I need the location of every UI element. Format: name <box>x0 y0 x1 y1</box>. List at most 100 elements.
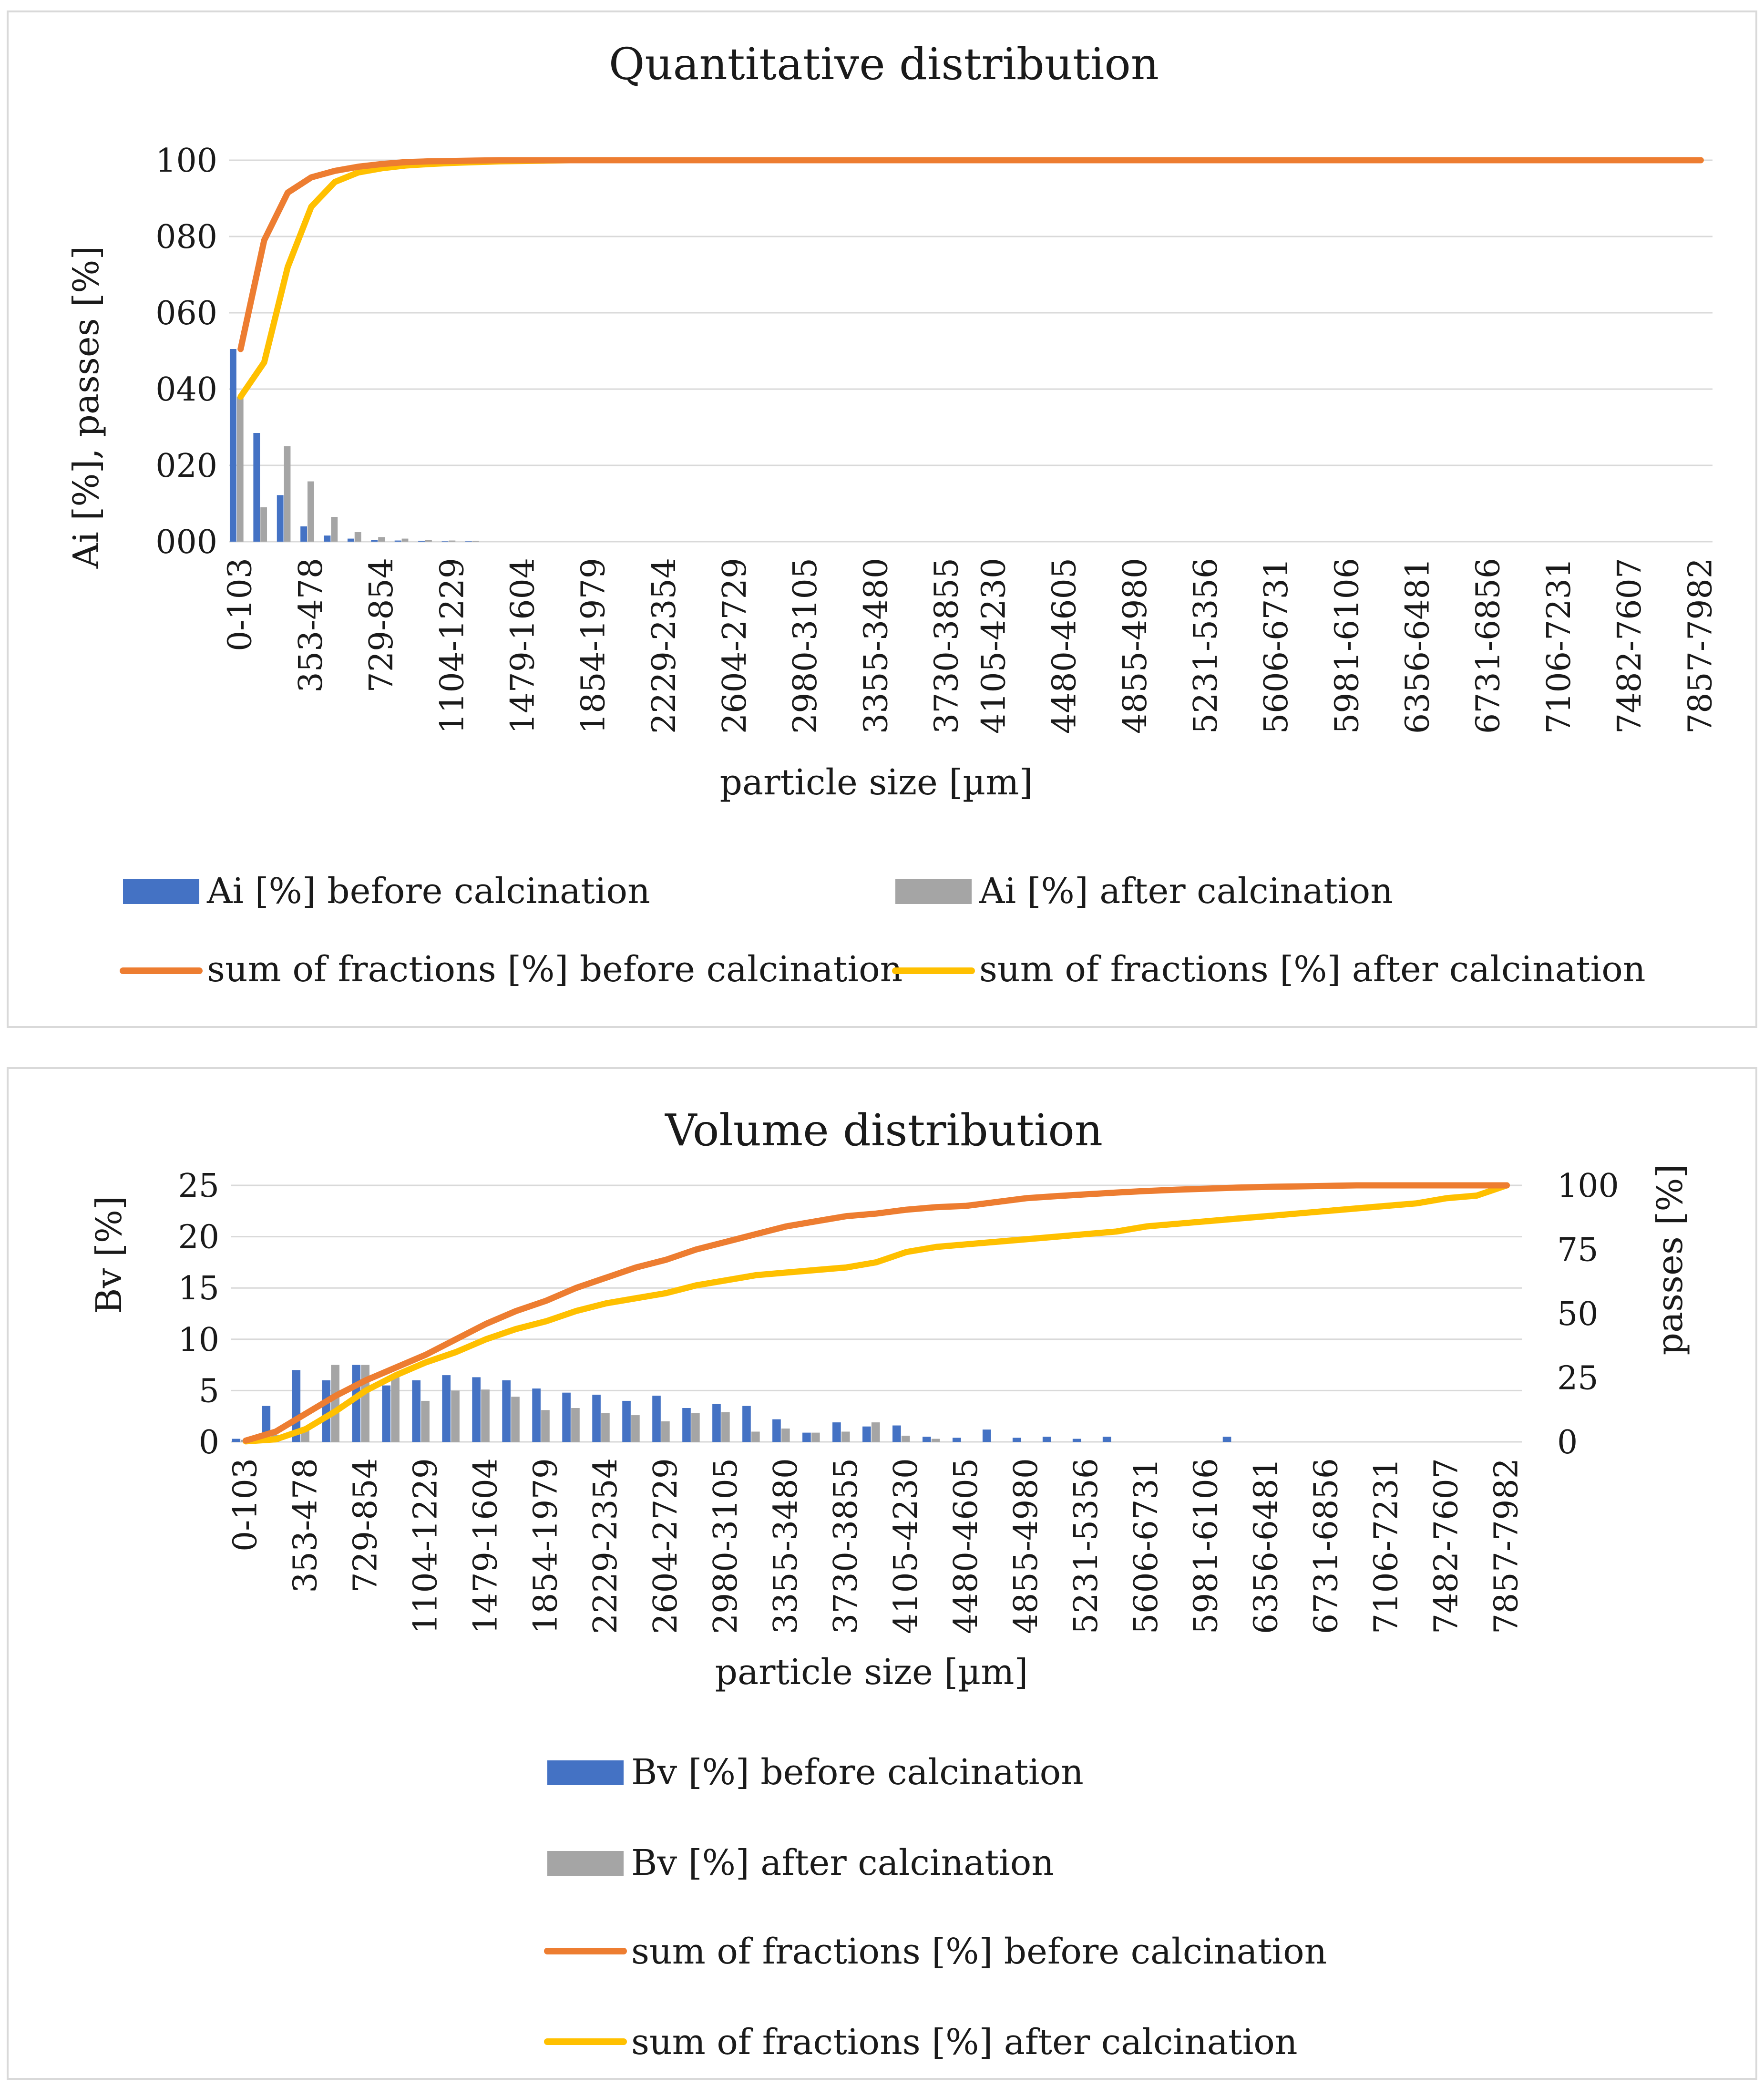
bar-before <box>322 1380 331 1442</box>
bar-before <box>892 1425 901 1442</box>
legend-label: sum of fractions [%] after calcination <box>979 949 1645 990</box>
x-tick-label: 3730-3855 <box>827 1458 865 1634</box>
x-tick-label: 3355-3480 <box>767 1458 805 1634</box>
bar-after <box>631 1415 640 1442</box>
bar-after <box>811 1432 820 1442</box>
bar-before <box>982 1429 991 1442</box>
legend-label: sum of fractions [%] before calcination <box>207 949 903 990</box>
y-tick-label: 100 <box>155 142 217 180</box>
x-tick-label: 7106-7231 <box>1368 1458 1405 1634</box>
chart-title: Volume distribution <box>665 1105 1103 1156</box>
bar-after <box>331 517 338 542</box>
legend-swatch-before-bar <box>123 879 199 904</box>
bar-after <box>721 1412 730 1442</box>
bar-before <box>382 1385 391 1442</box>
bar-after <box>661 1421 670 1442</box>
x-tick-label: 1854-1979 <box>575 558 613 734</box>
bar-after <box>871 1422 880 1442</box>
y-tick-label: 15 <box>178 1270 219 1307</box>
bar-before <box>1042 1437 1051 1442</box>
bar-before <box>394 540 401 542</box>
bar-after <box>901 1436 910 1442</box>
x-axis-title: particle size [µm] <box>720 762 1033 803</box>
bar-before <box>832 1422 841 1442</box>
quantitative-chart: Quantitative distribution Ai [%], passes… <box>66 39 1719 990</box>
x-tick-label: 5981-6106 <box>1188 1458 1225 1634</box>
bar-before <box>742 1406 751 1442</box>
x-tick-label: 5981-6106 <box>1328 558 1366 734</box>
x-tick-label: 1104-1229 <box>407 1458 444 1634</box>
bar-before <box>652 1396 661 1442</box>
chart-title: Quantitative distribution <box>609 39 1159 90</box>
legend-label: Ai [%] before calcination <box>206 871 650 912</box>
bar-after <box>260 507 267 542</box>
bar-before <box>277 495 284 542</box>
legend-label: sum of fractions [%] after calcination <box>631 2022 1297 2063</box>
legend: Ai [%] before calcination Ai [%] after c… <box>120 871 1645 990</box>
bar-after <box>601 1413 610 1442</box>
bar-before <box>1222 1437 1231 1442</box>
y-axis-title: Ai [%], passes [%] <box>66 246 107 569</box>
x-tick-label: 5606-6731 <box>1128 1458 1165 1634</box>
quantitative-chart-panel: Quantitative distribution Ai [%], passes… <box>7 10 1757 1028</box>
bar-before <box>802 1432 811 1442</box>
bar-after <box>236 397 244 542</box>
bar-after <box>931 1439 940 1442</box>
bar-before <box>562 1392 571 1442</box>
y-tick-label: 20 <box>178 1219 219 1256</box>
bar-before <box>1072 1439 1081 1442</box>
x-tick-label: 7482-7607 <box>1611 558 1649 734</box>
bar-before <box>622 1400 631 1442</box>
bar-after <box>841 1431 850 1442</box>
x-tick-label: 4855-4980 <box>1007 1458 1045 1634</box>
x-tick-label: 7857-7982 <box>1488 1458 1526 1634</box>
y2-tick-label: 0 <box>1557 1424 1578 1461</box>
volume-chart-panel: Volume distribution Bv [%] passes [%] pa… <box>7 1067 1757 2080</box>
bar-before <box>502 1380 511 1442</box>
bar-before <box>862 1426 871 1442</box>
bar-before <box>441 541 449 542</box>
x-tick-label: 3730-3855 <box>928 558 966 734</box>
y2-tick-label: 50 <box>1557 1295 1599 1333</box>
x-tick-label: 4480-4605 <box>1046 558 1084 734</box>
line-after <box>243 1182 1510 1445</box>
x-tick-label: 6356-6481 <box>1399 558 1437 734</box>
y-tick-label: 0 <box>199 1424 219 1461</box>
bar-after <box>401 538 409 542</box>
x-tick-label: 7482-7607 <box>1428 1458 1466 1634</box>
x-tick-label: 7106-7231 <box>1540 558 1578 734</box>
x-tick-label: 2980-3105 <box>707 1458 745 1634</box>
bar-after <box>781 1429 790 1442</box>
x-tick-label: 2229-2354 <box>587 1458 625 1634</box>
x-tick-label: 4105-4230 <box>975 558 1013 734</box>
bar-after <box>541 1410 550 1442</box>
bar-before <box>592 1395 601 1442</box>
bar-after <box>751 1431 760 1442</box>
bar-after <box>354 532 361 542</box>
x-tick-label: 5606-6731 <box>1258 558 1295 734</box>
x-tick-label: 0-103 <box>227 1458 265 1552</box>
bar-after <box>571 1408 580 1442</box>
legend-label: Bv [%] before calcination <box>631 1752 1084 1793</box>
x-tick-label: 4105-4230 <box>887 1458 925 1634</box>
bar-before <box>465 541 472 542</box>
y2-tick-label: 25 <box>1557 1360 1599 1398</box>
bar-before <box>1012 1438 1021 1442</box>
x-tick-label: 353-478 <box>287 1458 324 1593</box>
x-tick-label: 1479-1604 <box>467 1458 504 1634</box>
bar-before <box>682 1408 691 1442</box>
x-tick-label: 4480-4605 <box>947 1458 985 1634</box>
y2-tick-label: 100 <box>1557 1167 1619 1205</box>
bar-before <box>712 1404 721 1442</box>
legend-swatch-after-bar <box>547 1851 624 1876</box>
legend-label: sum of fractions [%] before calcination <box>631 1931 1327 1972</box>
x-tick-label: 0-103 <box>222 558 259 651</box>
y-tick-label: 060 <box>155 295 217 332</box>
bar-after <box>511 1397 520 1442</box>
y-tick-label: 5 <box>199 1372 219 1410</box>
bar-before <box>442 1375 451 1442</box>
x-tick-label: 5231-5356 <box>1187 558 1225 734</box>
bar-before <box>1102 1437 1111 1442</box>
bar-before <box>412 1380 421 1442</box>
x-tick-label: 3355-3480 <box>857 558 895 734</box>
